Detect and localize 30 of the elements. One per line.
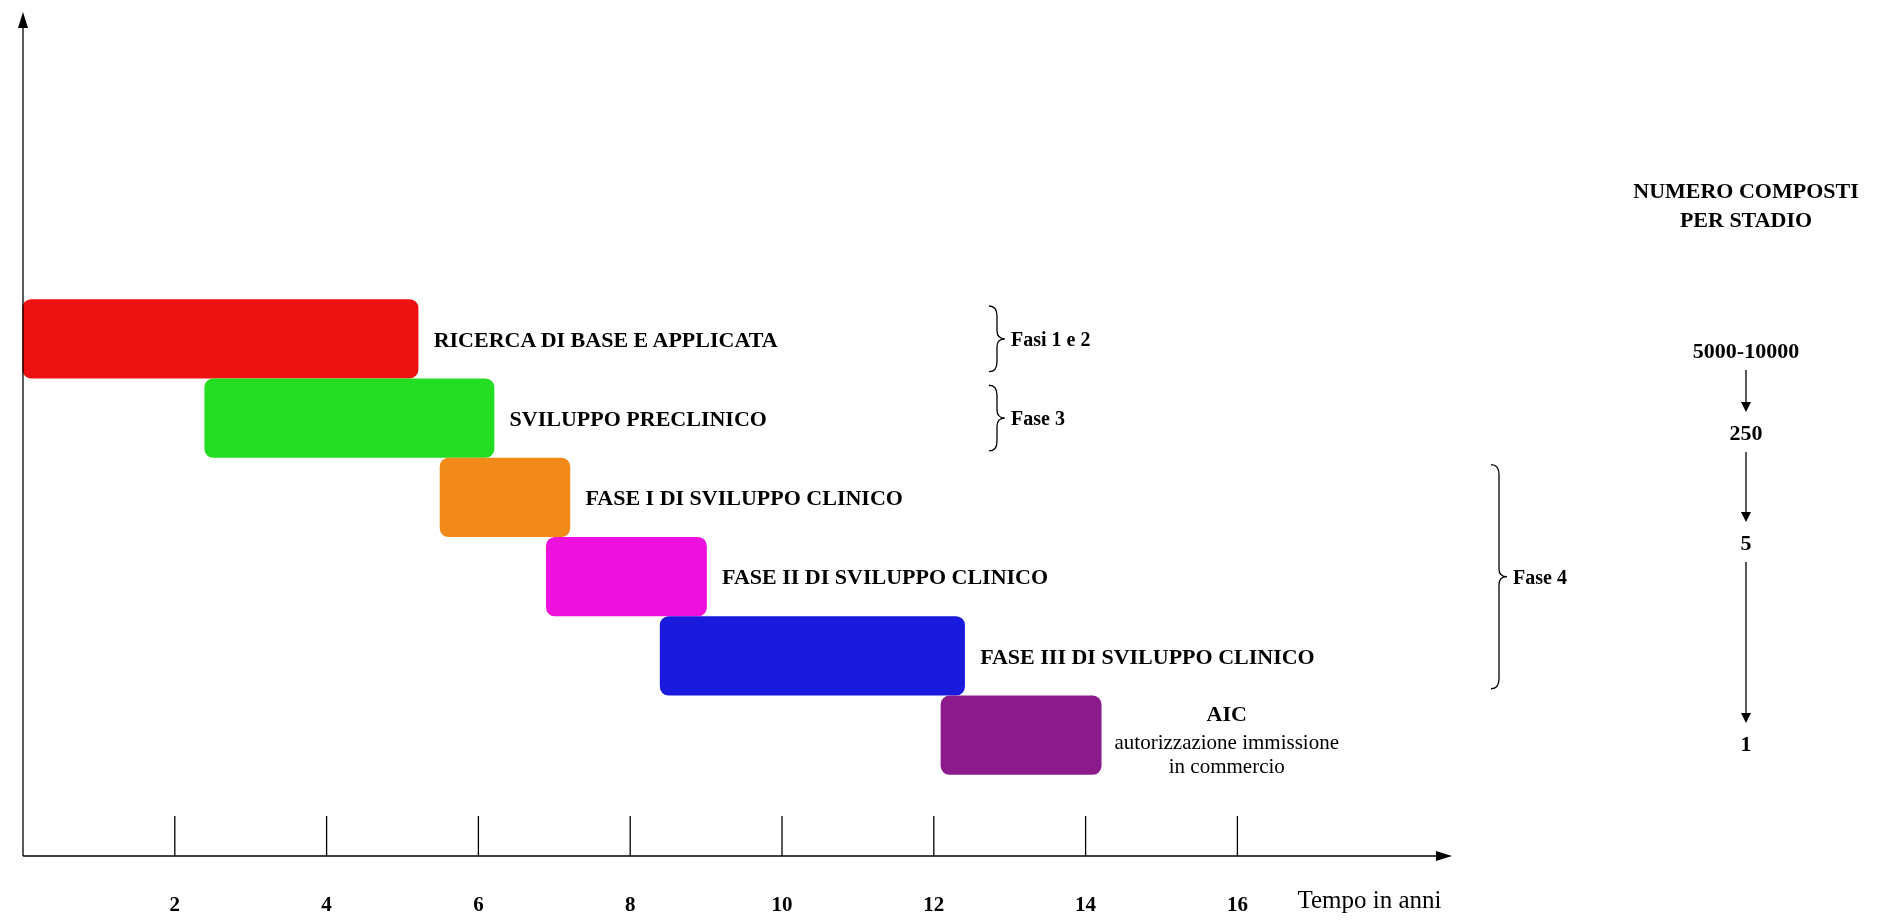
x-tick-label: 8	[624, 892, 636, 916]
text: 250	[1729, 419, 1763, 445]
annotation: autorizzazione immissione in commercio	[1114, 729, 1340, 778]
x-tick-label: 6	[473, 892, 484, 916]
x-tick-label: 12	[923, 892, 945, 916]
x-tick-label: 14	[1075, 892, 1097, 916]
bar	[204, 378, 495, 458]
y-tick-label: SVILUPPO PRECLINICO	[509, 405, 767, 431]
x-axis-title: Tempo in anni	[1297, 886, 1442, 913]
x-tick-label: 16	[1226, 892, 1248, 916]
x-tick-label: 4	[321, 892, 333, 916]
annotation: Fasi 1 e 2	[1011, 327, 1091, 350]
bar	[22, 299, 419, 379]
text: 5	[1740, 529, 1752, 555]
text: 1	[1740, 730, 1752, 756]
bar	[940, 695, 1102, 775]
x-tick-label: 10	[771, 892, 793, 916]
bar	[545, 537, 707, 617]
bar	[659, 616, 965, 696]
y-tick-label: RICERCA DI BASE E APPLICATA	[433, 326, 778, 352]
text: Fase 4	[1513, 565, 1567, 588]
y-tick-label: FASE II DI SVILUPPO CLINICO	[722, 564, 1049, 590]
annotation: Fase 3	[1011, 407, 1065, 430]
bar	[439, 457, 571, 537]
y-tick-label: AIC	[1206, 700, 1247, 726]
y-tick-label: FASE I DI SVILUPPO CLINICO	[585, 485, 903, 511]
x-tick-label: 2	[169, 892, 181, 916]
text: 5000-10000	[1692, 337, 1800, 363]
text: NUMERO COMPOSTI PER STADIO	[1633, 178, 1859, 232]
y-tick-label: FASE III DI SVILUPPO CLINICO	[980, 643, 1315, 669]
